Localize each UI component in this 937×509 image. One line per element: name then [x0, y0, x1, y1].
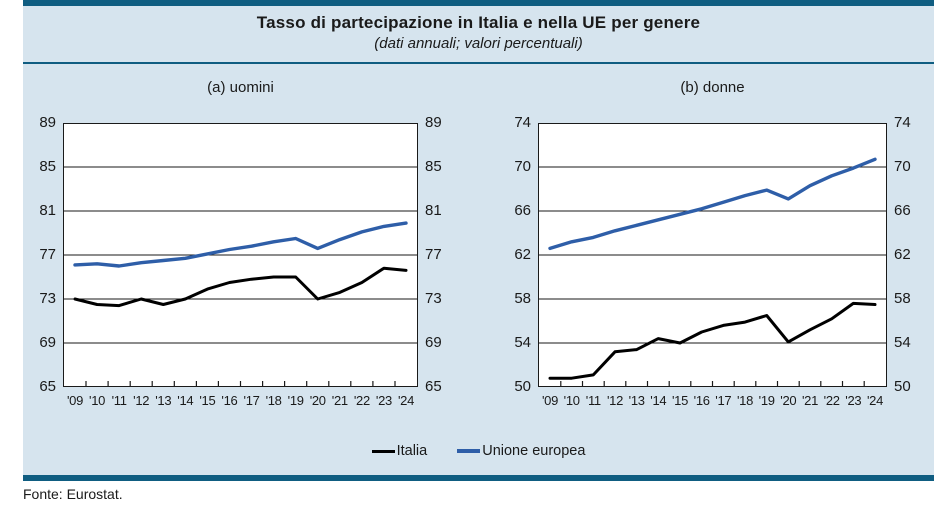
y-tick-label: 85	[39, 158, 56, 175]
x-tick-label: '22	[823, 393, 840, 408]
y-tick-label: 73	[39, 290, 56, 307]
y-tick-label: 81	[425, 202, 442, 219]
y-tick-label: 69	[39, 334, 56, 351]
y-tick-label: 89	[39, 114, 56, 131]
x-tick-label: '20	[780, 393, 797, 408]
y-tick-label: 58	[514, 290, 531, 307]
legend-line-sample-unione-europea	[457, 449, 481, 453]
y-tick-label: 81	[39, 202, 56, 219]
legend-label-italia: Italia	[396, 443, 428, 459]
legend-label-unione-europea: Unione europea	[482, 443, 586, 459]
x-tick-label: '15	[199, 393, 216, 408]
y-tick-label: 74	[514, 114, 531, 131]
x-tick-label: '12	[606, 393, 624, 408]
x-tick-label: '15	[671, 393, 689, 408]
x-axis-labels: '09 '10 '11 '12 '13 '14 '15 '16 '17 '18 '19 '20 '21 '…	[498, 393, 934, 411]
y-tick-label: 58	[894, 290, 911, 307]
legend: Italia Unione europea	[23, 443, 934, 459]
x-tick-label: '24	[397, 393, 415, 408]
x-tick-label: '16	[221, 393, 238, 408]
x-tick-label: '12	[133, 393, 150, 408]
x-tick-label: '09	[66, 393, 84, 408]
source-note: Fonte: Eurostat.	[23, 486, 123, 502]
y-tick-label: 89	[425, 114, 442, 131]
plot-area-donne	[538, 123, 887, 387]
x-tick-label: '18	[736, 393, 754, 408]
panel-donne: (b) donne 74 70 66 62 58 54 50 74 70 66 62 58 54 50 …	[498, 76, 934, 421]
line-chart-donne	[538, 123, 887, 387]
x-tick-label: '21	[801, 393, 819, 408]
x-tick-label: '19	[287, 393, 304, 408]
x-tick-label: '11	[111, 393, 127, 408]
x-tick-label: '24	[866, 393, 884, 408]
panel-title-uomini: (a) uomini	[207, 79, 274, 96]
y-axis-labels-left: 89 85 81 77 73 69 65	[23, 76, 56, 421]
y-tick-label: 50	[514, 378, 531, 395]
y-tick-label: 62	[514, 246, 531, 263]
y-tick-label: 77	[425, 246, 442, 263]
x-tick-label: '14	[650, 393, 667, 408]
legend-item-unione-europea: Unione europea	[457, 443, 585, 459]
y-tick-label: 70	[514, 158, 531, 175]
panel-title-donne: (b) donne	[680, 79, 745, 96]
legend-line-sample-italia	[371, 449, 395, 453]
panel-uomini: (a) uomini 89 85 81 77 73 69 65 89 85 81 77 73 69 65…	[23, 76, 473, 421]
x-axis-labels: '09 '10 '11 '12 '13 '14 '15 '16 '17 '18 '19 '20 '21 '…	[23, 393, 473, 411]
x-tick-label: '10	[89, 393, 106, 408]
y-tick-label: 54	[894, 334, 911, 351]
y-tick-label: 65	[425, 378, 442, 395]
x-tick-label: '09	[541, 393, 559, 408]
x-tick-label: '19	[758, 393, 775, 408]
y-axis-labels-left: 74 70 66 62 58 54 50	[498, 76, 531, 421]
x-tick-label: '20	[309, 393, 326, 408]
x-tick-label: '11	[585, 393, 601, 408]
y-tick-label: 74	[894, 114, 911, 131]
x-tick-label: '23	[845, 393, 862, 408]
y-tick-label: 62	[894, 246, 911, 263]
y-tick-label: 69	[425, 334, 442, 351]
x-tick-label: '22	[353, 393, 370, 408]
figure-box: Tasso di partecipazione in Italia e nell…	[23, 0, 934, 481]
line-chart-uomini	[63, 123, 418, 387]
x-tick-label: '13	[155, 393, 172, 408]
figure-subtitle: (dati annuali; valori percentuali)	[374, 35, 583, 52]
x-tick-label: '21	[331, 393, 348, 408]
y-tick-label: 50	[894, 378, 911, 395]
y-tick-label: 73	[425, 290, 442, 307]
y-tick-label: 77	[39, 246, 56, 263]
y-tick-label: 54	[514, 334, 531, 351]
y-tick-label: 66	[514, 202, 531, 219]
y-tick-label: 65	[39, 378, 56, 395]
y-axis-labels-right: 74 70 66 62 58 54 50	[894, 76, 927, 421]
y-axis-labels-right: 89 85 81 77 73 69 65	[425, 76, 458, 421]
x-tick-label: '23	[375, 393, 392, 408]
x-tick-label: '14	[177, 393, 194, 408]
y-tick-label: 85	[425, 158, 442, 175]
plot-area-uomini	[63, 123, 418, 387]
x-tick-label: '17	[243, 393, 260, 408]
title-divider-rule	[23, 62, 934, 64]
y-tick-label: 66	[894, 202, 911, 219]
x-tick-label: '10	[563, 393, 580, 408]
x-tick-label: '16	[693, 393, 710, 408]
x-tick-label: '17	[715, 393, 732, 408]
legend-item-italia: Italia	[371, 443, 428, 459]
y-tick-label: 70	[894, 158, 911, 175]
figure-title: Tasso di partecipazione in Italia e nell…	[256, 13, 701, 32]
x-tick-label: '18	[265, 393, 282, 408]
x-tick-label: '13	[628, 393, 645, 408]
